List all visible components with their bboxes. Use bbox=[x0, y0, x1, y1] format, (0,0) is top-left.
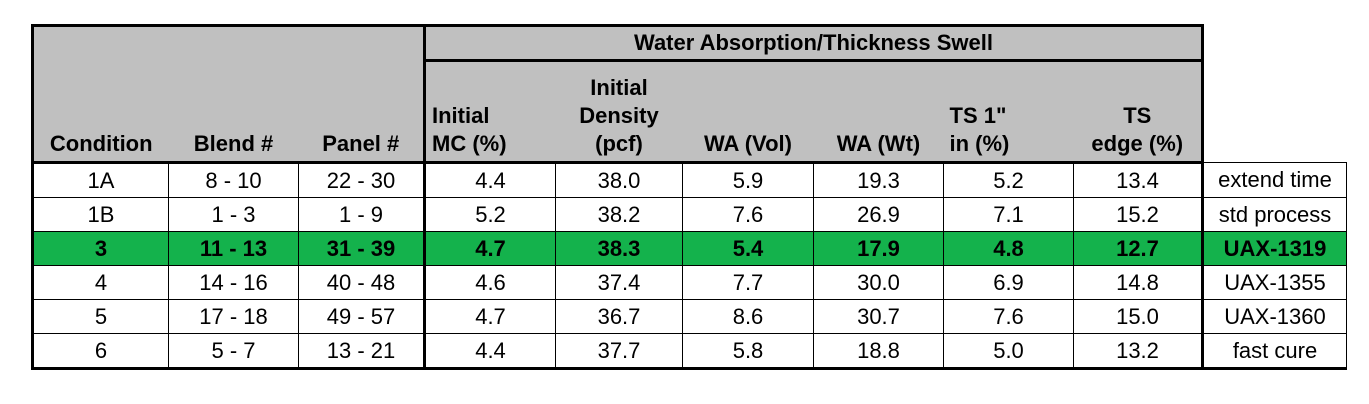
col-header-wa-wt: WA (Wt) bbox=[813, 60, 944, 164]
col-header-line: Condition bbox=[49, 131, 153, 156]
col-header-line: Panel # bbox=[322, 131, 400, 156]
col-header-wa-vol: WA (Vol) bbox=[682, 60, 814, 164]
cell-ts-1in: 4.8 bbox=[943, 231, 1074, 266]
cell-panel: 22 - 30 bbox=[298, 162, 425, 198]
cell-mc: 4.7 bbox=[423, 231, 556, 266]
cell-mc: 4.7 bbox=[423, 299, 556, 334]
col-header-line: WA (Wt) bbox=[836, 131, 921, 156]
col-header-ts-1in: TS 1" in (%) bbox=[943, 60, 1074, 164]
col-header-panel: Panel # bbox=[298, 60, 425, 164]
col-header-ts-edge: TS edge (%) bbox=[1073, 60, 1204, 164]
cell-wa-vol: 7.7 bbox=[682, 265, 814, 300]
cell-note: UAX-1360 bbox=[1202, 299, 1347, 334]
col-header-line: edge (%) bbox=[1091, 131, 1184, 156]
cell-wa-wt: 30.7 bbox=[813, 299, 944, 334]
cell-mc: 5.2 bbox=[423, 197, 556, 232]
cell-ts-1in: 7.1 bbox=[943, 197, 1074, 232]
cell-blend: 5 - 7 bbox=[168, 333, 299, 370]
cell-wa-wt: 26.9 bbox=[813, 197, 944, 232]
cell-panel: 13 - 21 bbox=[298, 333, 425, 370]
col-header-line: TS 1" bbox=[949, 103, 1007, 128]
col-header-line: Initial bbox=[432, 103, 490, 128]
cell-condition: 1A bbox=[31, 162, 169, 198]
cell-ts-1in: 5.2 bbox=[943, 162, 1074, 198]
col-header-blend: Blend # bbox=[168, 60, 299, 164]
cell-condition: 4 bbox=[31, 265, 169, 300]
cell-wa-wt: 18.8 bbox=[813, 333, 944, 370]
col-header-line: Initial bbox=[590, 75, 648, 100]
cell-blend: 1 - 3 bbox=[168, 197, 299, 232]
col-header-line: WA (Vol) bbox=[704, 131, 792, 156]
cell-panel: 1 - 9 bbox=[298, 197, 425, 232]
cell-blend: 11 - 13 bbox=[168, 231, 299, 266]
cell-density: 37.7 bbox=[555, 333, 683, 370]
col-header-line: Density bbox=[579, 103, 659, 128]
cell-condition: 1B bbox=[31, 197, 169, 232]
cell-condition: 3 bbox=[31, 231, 169, 266]
group-header: Water Absorption/Thickness Swell bbox=[423, 24, 1204, 62]
col-header-initial-density: Initial Density (pcf) bbox=[555, 60, 683, 164]
cell-panel: 31 - 39 bbox=[298, 231, 425, 266]
col-header-line: TS bbox=[1123, 103, 1152, 128]
cell-density: 38.0 bbox=[555, 162, 683, 198]
cell-note: UAX-1355 bbox=[1202, 265, 1347, 300]
cell-ts-edge: 12.7 bbox=[1073, 231, 1204, 266]
col-header-line: in (%) bbox=[949, 131, 1010, 156]
col-header-line: MC (%) bbox=[432, 131, 507, 156]
cell-blend: 14 - 16 bbox=[168, 265, 299, 300]
cell-density: 38.2 bbox=[555, 197, 683, 232]
cell-condition: 6 bbox=[31, 333, 169, 370]
cell-ts-1in: 7.6 bbox=[943, 299, 1074, 334]
col-header-initial-mc: Initial MC (%) bbox=[423, 60, 556, 164]
cell-wa-vol: 8.6 bbox=[682, 299, 814, 334]
cell-mc: 4.4 bbox=[423, 333, 556, 370]
col-header-condition: Condition bbox=[31, 60, 169, 164]
cell-ts-1in: 5.0 bbox=[943, 333, 1074, 370]
cell-wa-vol: 5.8 bbox=[682, 333, 814, 370]
results-table-container: Water Absorption/Thickness Swell Conditi… bbox=[31, 24, 1347, 370]
header-blank bbox=[31, 24, 425, 61]
cell-wa-wt: 19.3 bbox=[813, 162, 944, 198]
cell-blend: 17 - 18 bbox=[168, 299, 299, 334]
cell-mc: 4.4 bbox=[423, 162, 556, 198]
cell-blend: 8 - 10 bbox=[168, 162, 299, 198]
cell-panel: 40 - 48 bbox=[298, 265, 425, 300]
cell-note: UAX-1319 bbox=[1202, 231, 1347, 266]
cell-condition: 5 bbox=[31, 299, 169, 334]
cell-panel: 49 - 57 bbox=[298, 299, 425, 334]
table-row: 5 17 - 18 49 - 57 4.7 36.7 8.6 30.7 7.6 15.0 UAX-… bbox=[31, 299, 1347, 334]
cell-ts-edge: 13.2 bbox=[1073, 333, 1204, 370]
cell-ts-edge: 15.0 bbox=[1073, 299, 1204, 334]
cell-mc: 4.6 bbox=[423, 265, 556, 300]
header-empty-right-2 bbox=[1202, 60, 1347, 163]
cell-wa-wt: 17.9 bbox=[813, 231, 944, 266]
cell-note: fast cure bbox=[1202, 333, 1347, 370]
cell-density: 36.7 bbox=[555, 299, 683, 334]
col-header-line: Blend # bbox=[193, 131, 274, 156]
table-row: 1A 8 - 10 22 - 30 4.4 38.0 5.9 19.3 5.2 13.4 exte… bbox=[31, 162, 1347, 198]
cell-ts-1in: 6.9 bbox=[943, 265, 1074, 300]
table-row: 4 14 - 16 40 - 48 4.6 37.4 7.7 30.0 6.9 14.8 UAX-… bbox=[31, 265, 1347, 300]
table-row-highlighted: 3 11 - 13 31 - 39 4.7 38.3 5.4 17.9 4.8 12.7 UAX-… bbox=[31, 231, 1347, 266]
cell-wa-vol: 5.9 bbox=[682, 162, 814, 198]
results-table: Water Absorption/Thickness Swell Conditi… bbox=[31, 24, 1347, 370]
cell-note: extend time bbox=[1202, 162, 1347, 198]
cell-note: std process bbox=[1202, 197, 1347, 232]
cell-ts-edge: 15.2 bbox=[1073, 197, 1204, 232]
cell-ts-edge: 13.4 bbox=[1073, 162, 1204, 198]
cell-ts-edge: 14.8 bbox=[1073, 265, 1204, 300]
col-header-line: (pcf) bbox=[595, 131, 643, 156]
cell-wa-wt: 30.0 bbox=[813, 265, 944, 300]
cell-wa-vol: 7.6 bbox=[682, 197, 814, 232]
cell-density: 38.3 bbox=[555, 231, 683, 266]
header-empty-right bbox=[1202, 25, 1347, 61]
cell-wa-vol: 5.4 bbox=[682, 231, 814, 266]
cell-density: 37.4 bbox=[555, 265, 683, 300]
